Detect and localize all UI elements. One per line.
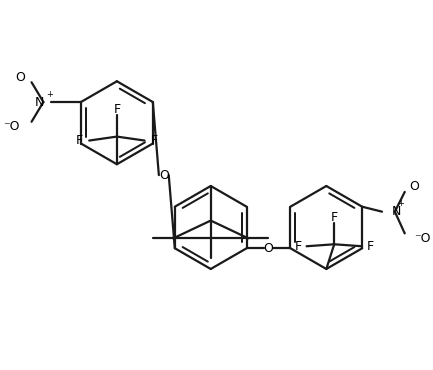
Text: +: +: [397, 199, 404, 208]
Text: O: O: [264, 242, 274, 255]
Text: F: F: [76, 134, 83, 147]
Text: F: F: [151, 134, 158, 147]
Text: F: F: [294, 240, 302, 253]
Text: N: N: [35, 95, 45, 108]
Text: F: F: [331, 211, 338, 224]
Text: O: O: [159, 169, 169, 182]
Text: ⁻O: ⁻O: [3, 120, 19, 133]
Text: N: N: [392, 205, 401, 218]
Text: O: O: [15, 71, 25, 84]
Text: F: F: [367, 240, 374, 253]
Text: O: O: [410, 181, 420, 194]
Text: F: F: [113, 104, 120, 117]
Text: ⁻O: ⁻O: [415, 232, 431, 245]
Text: +: +: [46, 90, 53, 99]
